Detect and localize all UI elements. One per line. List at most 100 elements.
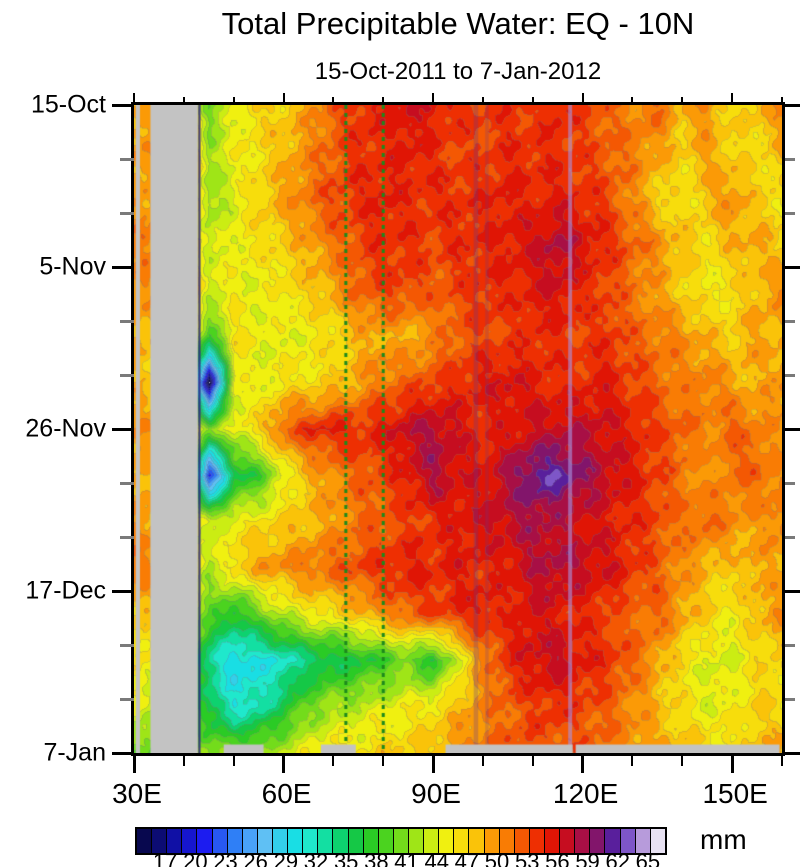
colorbar-cell <box>347 829 363 853</box>
y-axis-tick <box>112 589 134 593</box>
colorbar-tick-label: 44 <box>424 849 449 867</box>
x-axis-tick-top <box>731 93 734 102</box>
x-axis-tick <box>382 756 385 766</box>
y-axis-tick-label: 15-Oct <box>30 90 106 119</box>
colorbar-tick-label: 17 <box>152 849 178 867</box>
y-axis-tick-right <box>785 373 795 377</box>
x-axis-tick-label: 90E <box>411 778 461 809</box>
x-axis-tick <box>631 756 634 766</box>
colorbar-tick-label: 56 <box>545 849 570 867</box>
x-axis-tick-top <box>781 97 783 102</box>
colorbar-cell <box>634 829 650 853</box>
colorbar-cell <box>287 829 303 853</box>
x-axis-tick <box>730 756 734 773</box>
x-axis-tick <box>182 756 185 766</box>
y-axis-tick-right <box>785 157 795 161</box>
x-axis-tick <box>681 756 684 766</box>
y-axis-tick-right <box>785 103 800 107</box>
colorbar-cell <box>559 829 575 853</box>
colorbar-tick-label: 23 <box>213 849 238 867</box>
y-axis-tick-right <box>785 265 800 269</box>
y-axis-tick <box>120 697 134 701</box>
x-axis-tick <box>531 756 534 766</box>
x-axis-tick-label: 60E <box>261 778 312 809</box>
y-axis-tick <box>120 481 134 485</box>
colorbar-cell <box>256 829 272 853</box>
colorbar-tick-label: 65 <box>635 849 661 867</box>
colorbar-cell <box>423 829 439 853</box>
colorbar-tick-label: 38 <box>364 849 389 867</box>
x-axis-tick-top <box>282 93 285 102</box>
x-axis-tick <box>282 756 286 773</box>
colorbar <box>135 827 667 855</box>
colorbar-tick-label: 50 <box>484 849 510 867</box>
x-axis-tick-top <box>232 97 235 102</box>
y-axis-tick <box>120 535 134 539</box>
y-axis-tick <box>112 751 134 755</box>
colorbar-cell <box>211 829 227 853</box>
colorbar-tick-label: 59 <box>575 849 600 867</box>
page-title: Total Precipitable Water: EQ - 10N <box>221 6 695 41</box>
colorbar-cell <box>181 829 197 853</box>
y-axis-tick-label: 5-Nov <box>39 252 106 281</box>
colorbar-cell <box>377 829 393 853</box>
x-axis-tick-label: 150E <box>702 778 768 809</box>
x-axis-tick <box>781 756 783 766</box>
x-axis-tick-top <box>531 97 534 102</box>
tpw-heatmap-canvas <box>134 105 782 753</box>
colorbar-cell <box>151 829 167 853</box>
y-axis-tick-label: 17-Dec <box>25 576 106 605</box>
y-axis-tick-label: 26-Nov <box>25 414 106 443</box>
y-axis-tick <box>120 643 134 647</box>
x-axis-tick-top <box>382 97 385 102</box>
y-axis-tick-right <box>785 589 800 593</box>
colorbar-tick-label: 20 <box>183 849 208 867</box>
y-axis-tick-right <box>785 643 795 647</box>
colorbar-unit-label: mm <box>700 824 747 855</box>
y-axis-tick <box>120 157 134 161</box>
colorbar-cell <box>137 829 152 853</box>
colorbar-cell <box>589 829 605 853</box>
colorbar-cell <box>574 829 590 853</box>
x-axis-tick-top <box>182 97 185 102</box>
y-axis-tick-label: 7-Jan <box>43 738 106 767</box>
x-axis-tick-top <box>481 97 484 102</box>
colorbar-cell <box>302 829 318 853</box>
x-axis-tick-top <box>581 93 584 102</box>
x-axis-tick-label: 120E <box>552 778 619 809</box>
colorbar-cell <box>619 829 635 853</box>
colorbar-cell <box>407 829 424 853</box>
colorbar-cell <box>317 829 333 853</box>
colorbar-cell <box>196 829 212 853</box>
colorbar-tick-label: 47 <box>454 849 480 867</box>
y-axis-tick-right <box>785 481 795 485</box>
x-axis-tick-top <box>332 97 335 102</box>
colorbar-cell <box>528 829 544 853</box>
colorbar-cell <box>438 829 454 853</box>
colorbar-cell <box>226 829 242 853</box>
colorbar-cell <box>604 829 620 853</box>
x-axis-tick-label: 30E <box>112 778 162 809</box>
colorbar-cell <box>483 829 499 853</box>
y-axis-tick <box>112 103 134 107</box>
y-axis-tick-right <box>785 535 795 539</box>
colorbar-tick-label: 62 <box>605 849 630 867</box>
colorbar-cell <box>649 829 665 853</box>
colorbar-cell <box>332 829 348 853</box>
colorbar-cell <box>362 829 378 853</box>
colorbar-tick-label: 29 <box>273 849 299 867</box>
subtitle: 15-Oct-2011 to 7-Jan-2012 <box>314 58 602 85</box>
colorbar-tick-label: 26 <box>243 849 268 867</box>
colorbar-tick-label: 53 <box>514 849 540 867</box>
x-axis-tick-top <box>631 97 634 102</box>
x-axis-tick-top <box>432 93 435 102</box>
y-axis-tick <box>112 265 134 269</box>
colorbar-cell <box>453 829 469 853</box>
y-axis-tick-right <box>785 319 795 323</box>
colorbar-tick-label: 35 <box>333 849 359 867</box>
y-axis-tick-right <box>785 751 800 755</box>
y-axis-tick-right <box>785 211 795 215</box>
x-axis-tick <box>332 756 335 766</box>
y-axis-tick <box>120 319 134 323</box>
